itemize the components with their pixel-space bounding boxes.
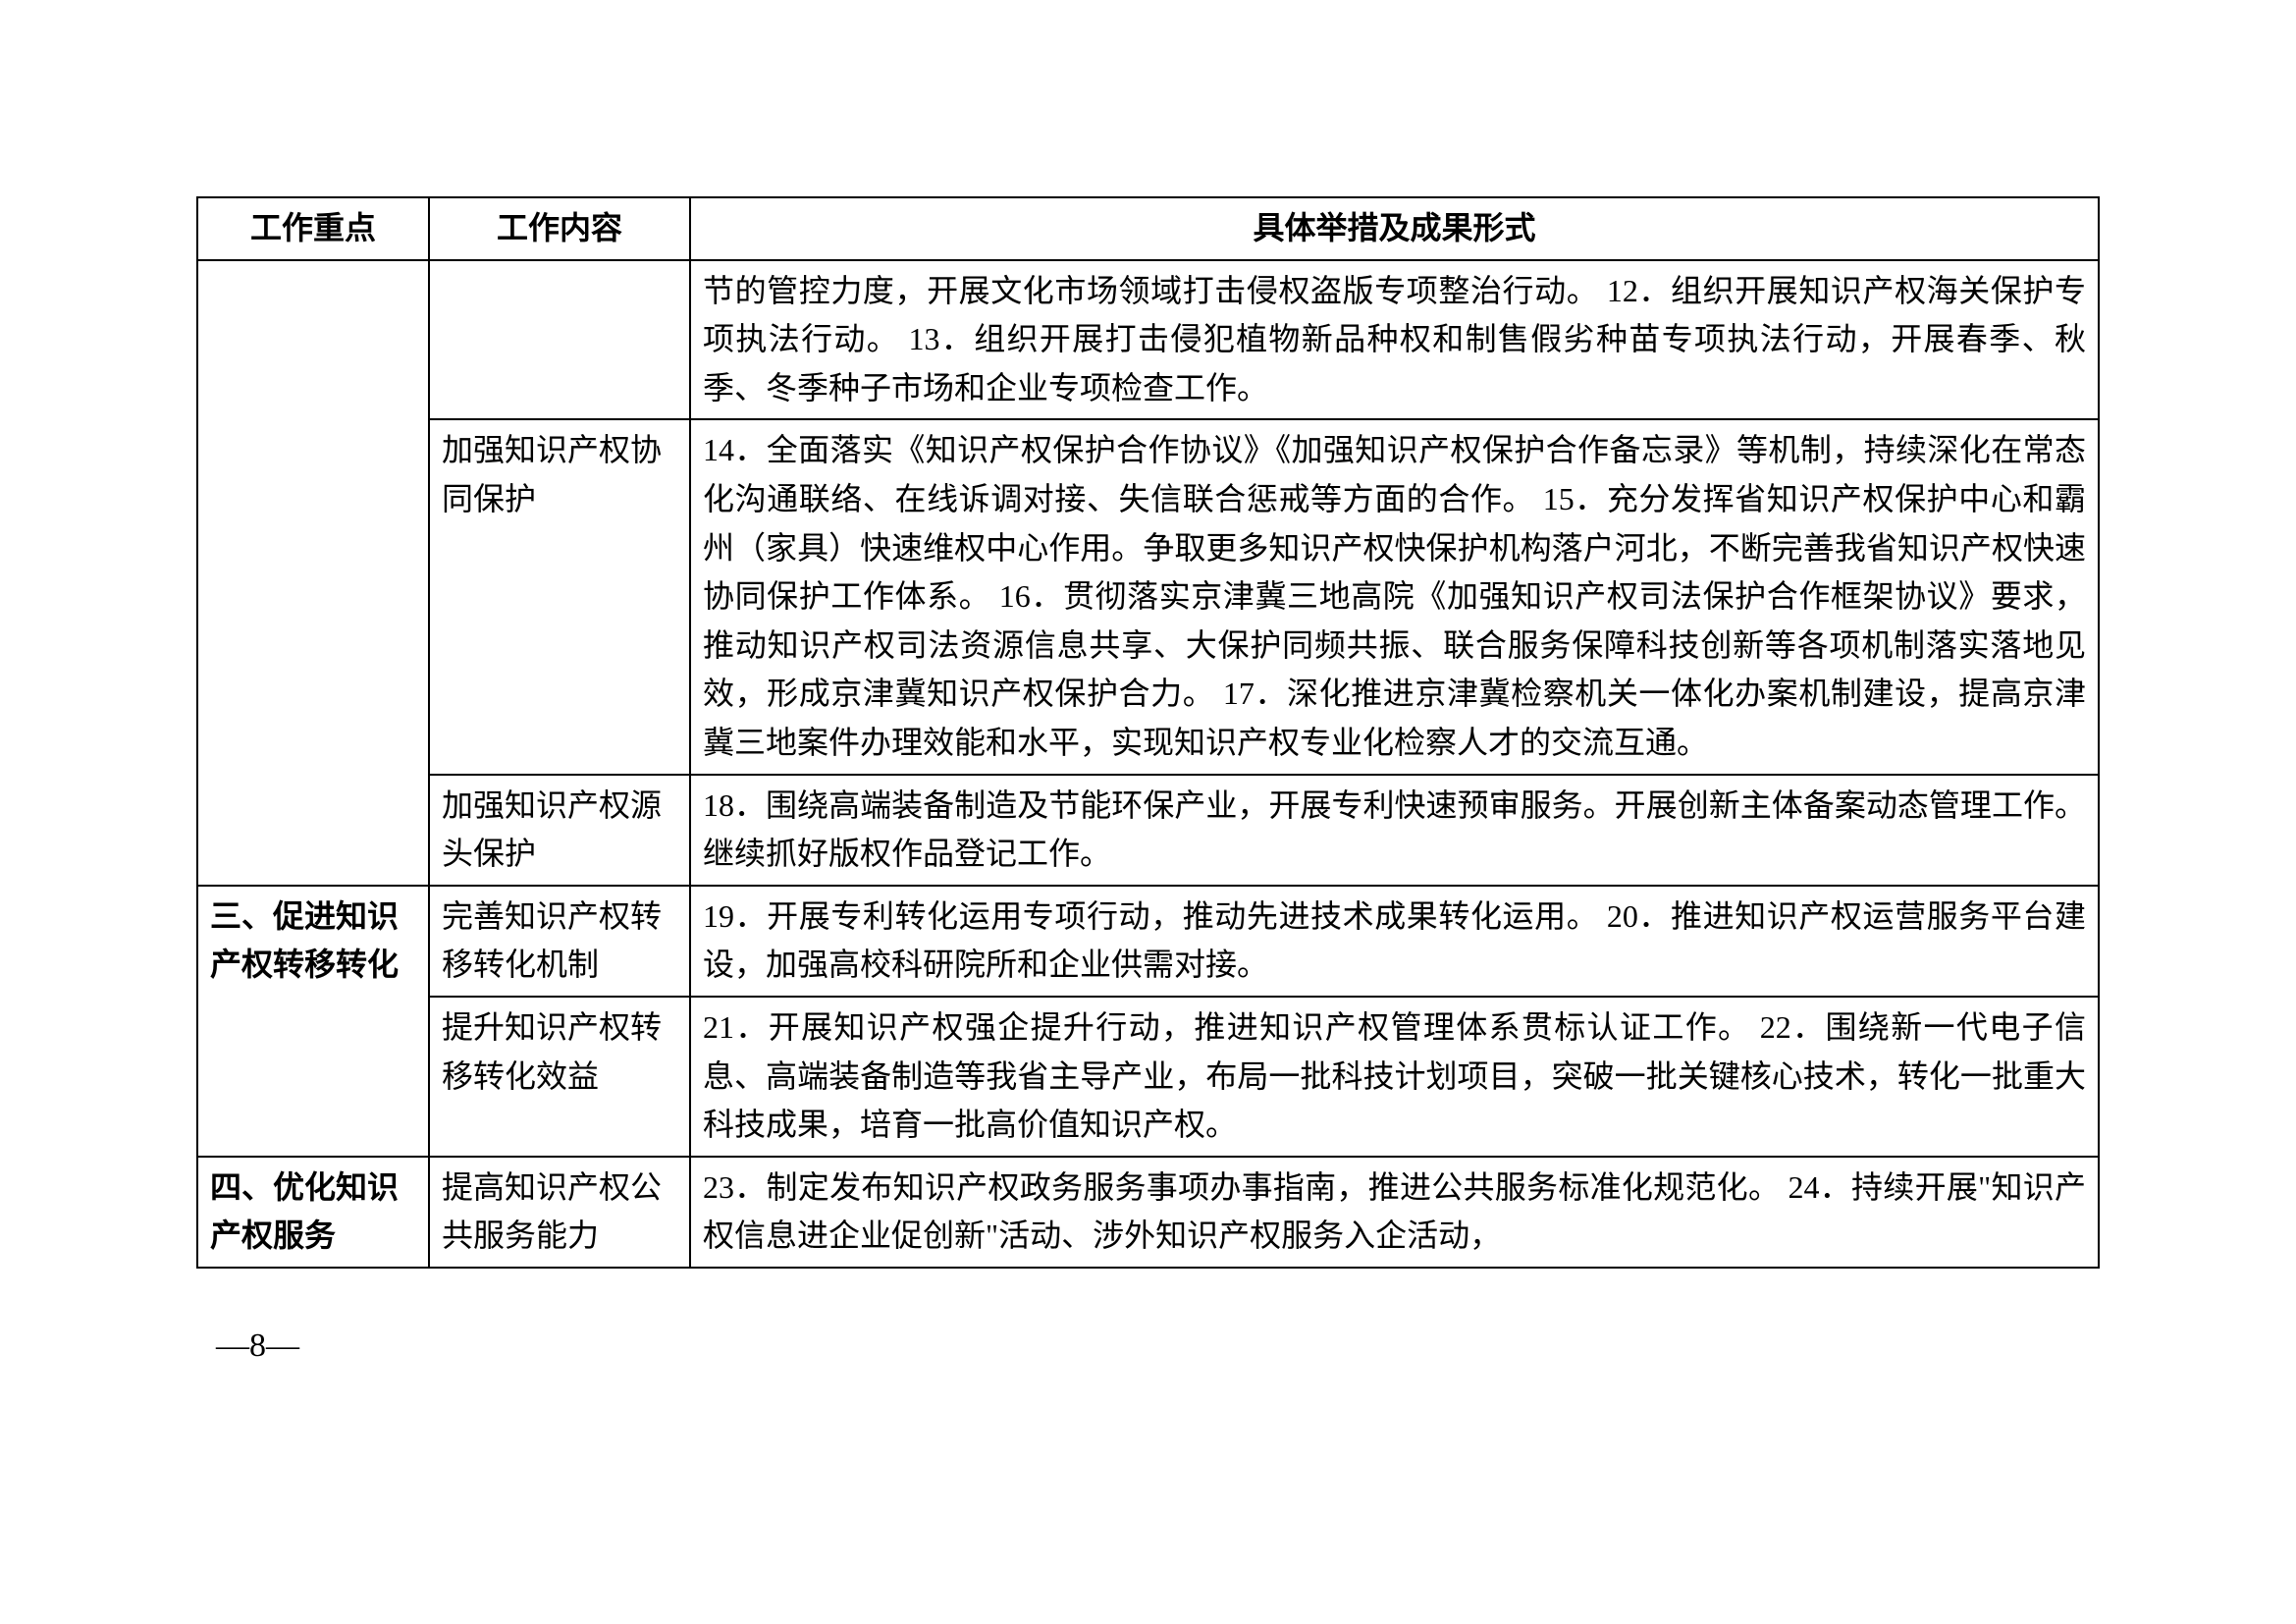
content-cell: 提高知识产权公共服务能力 <box>429 1157 690 1268</box>
content-cell: 提升知识产权转移转化效益 <box>429 997 690 1157</box>
table-row: 四、优化知识产权服务 提高知识产权公共服务能力 23．制定发布知识产权政务服务事… <box>197 1157 2099 1268</box>
table-row: 提升知识产权转移转化效益 21．开展知识产权强企提升行动，推进知识产权管理体系贯… <box>197 997 2099 1157</box>
content-cell: 加强知识产权协同保护 <box>429 419 690 774</box>
details-cell: 21．开展知识产权强企提升行动，推进知识产权管理体系贯标认证工作。 22．围绕新… <box>690 997 2099 1157</box>
header-details: 具体举措及成果形式 <box>690 197 2099 260</box>
focus-cell: 三、促进知识产权转移转化 <box>197 886 429 1157</box>
focus-cell: 四、优化知识产权服务 <box>197 1157 429 1268</box>
details-cell: 19．开展专利转化运用专项行动，推动先进技术成果转化运用。 20．推进知识产权运… <box>690 886 2099 997</box>
work-plan-table: 工作重点 工作内容 具体举措及成果形式 节的管控力度，开展文化市场领域打击侵权盗… <box>196 196 2100 1269</box>
page-number: —8— <box>196 1327 2100 1365</box>
document-page: 工作重点 工作内容 具体举措及成果形式 节的管控力度，开展文化市场领域打击侵权盗… <box>0 0 2296 1424</box>
header-focus: 工作重点 <box>197 197 429 260</box>
content-cell <box>429 260 690 420</box>
details-cell: 23．制定发布知识产权政务服务事项办事指南，推进公共服务标准化规范化。 24．持… <box>690 1157 2099 1268</box>
content-cell: 加强知识产权源头保护 <box>429 775 690 886</box>
details-cell: 节的管控力度，开展文化市场领域打击侵权盗版专项整治行动。 12．组织开展知识产权… <box>690 260 2099 420</box>
table-header-row: 工作重点 工作内容 具体举措及成果形式 <box>197 197 2099 260</box>
focus-cell <box>197 260 429 886</box>
content-cell: 完善知识产权转移转化机制 <box>429 886 690 997</box>
header-content: 工作内容 <box>429 197 690 260</box>
table-row: 加强知识产权源头保护 18．围绕高端装备制造及节能环保产业，开展专利快速预审服务… <box>197 775 2099 886</box>
details-cell: 14．全面落实《知识产权保护合作协议》《加强知识产权保护合作备忘录》等机制，持续… <box>690 419 2099 774</box>
table-row: 节的管控力度，开展文化市场领域打击侵权盗版专项整治行动。 12．组织开展知识产权… <box>197 260 2099 420</box>
table-row: 三、促进知识产权转移转化 完善知识产权转移转化机制 19．开展专利转化运用专项行… <box>197 886 2099 997</box>
details-cell: 18．围绕高端装备制造及节能环保产业，开展专利快速预审服务。开展创新主体备案动态… <box>690 775 2099 886</box>
table-row: 加强知识产权协同保护 14．全面落实《知识产权保护合作协议》《加强知识产权保护合… <box>197 419 2099 774</box>
